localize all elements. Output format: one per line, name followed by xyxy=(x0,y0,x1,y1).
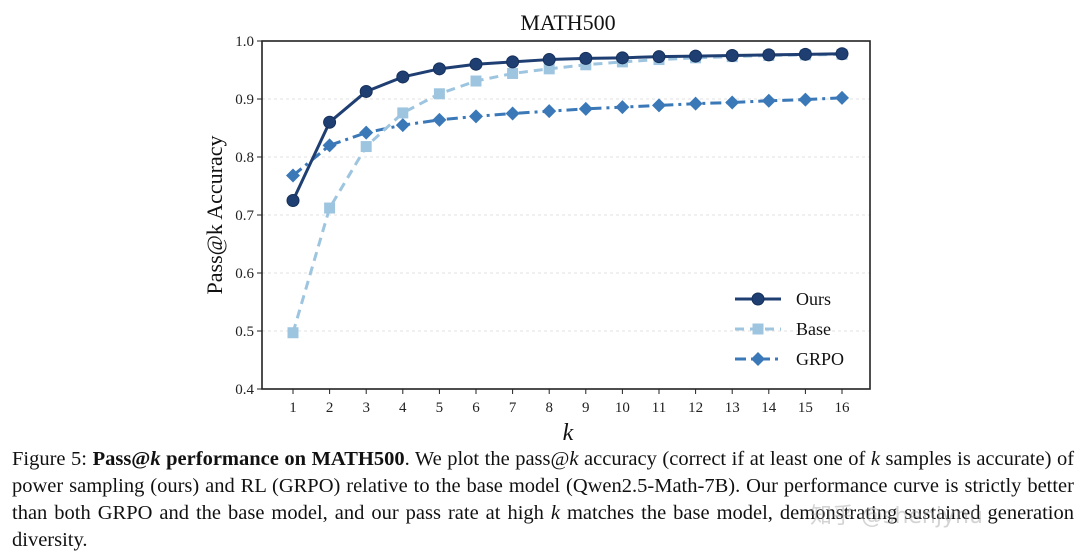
data-point-ours xyxy=(359,84,373,98)
caption-text-4: matches the base model, demonstrating su… xyxy=(12,502,1074,551)
x-axis-label: k xyxy=(563,420,574,445)
data-point-base xyxy=(287,327,299,339)
x-tick-label: 4 xyxy=(399,400,407,416)
x-tick-label: 14 xyxy=(761,400,777,416)
data-point-grpo xyxy=(542,104,557,119)
data-point-base xyxy=(433,88,445,100)
data-point-grpo xyxy=(615,100,630,115)
caption-bold-title: Pass@k performance on MATH500 xyxy=(93,448,405,470)
data-point-base xyxy=(397,107,409,119)
data-point-grpo xyxy=(469,109,483,124)
data-point-grpo xyxy=(652,98,666,113)
legend: Ours Base GRPO xyxy=(735,289,844,369)
data-point-grpo xyxy=(835,90,849,105)
y-tick-label: 0.9 xyxy=(235,92,254,108)
caption-title-k: k xyxy=(150,448,161,470)
legend-marker-ours xyxy=(751,292,765,306)
legend-label-ours: Ours xyxy=(796,289,831,309)
chart-title: MATH500 xyxy=(520,10,615,35)
data-point-base xyxy=(360,141,372,153)
series-ours xyxy=(286,47,849,207)
series-line-base xyxy=(291,52,843,334)
y-axis-ticks: 0.4 0.5 0.6 0.7 0.8 0.9 1.0 xyxy=(235,34,262,398)
data-point-base xyxy=(543,63,555,75)
data-point-ours xyxy=(798,47,812,61)
data-point-ours xyxy=(469,57,483,71)
data-point-grpo xyxy=(505,106,520,121)
caption-k-2: k xyxy=(870,448,881,470)
data-point-ours xyxy=(689,49,703,63)
data-point-grpo xyxy=(688,96,703,111)
data-point-ours xyxy=(286,194,300,207)
x-tick-label: 1 xyxy=(289,400,297,416)
data-point-base xyxy=(470,75,482,87)
x-tick-label: 9 xyxy=(582,400,590,416)
y-tick-label: 0.8 xyxy=(235,150,254,166)
gridlines xyxy=(262,98,870,332)
data-point-grpo xyxy=(761,93,776,108)
legend-label-base: Base xyxy=(796,319,831,339)
caption-k-1: k xyxy=(569,448,579,470)
x-tick-label: 2 xyxy=(326,400,334,416)
x-tick-label: 11 xyxy=(652,400,666,416)
data-point-ours xyxy=(506,55,520,69)
x-tick-label: 10 xyxy=(615,400,630,416)
data-point-grpo xyxy=(395,118,410,133)
data-point-grpo xyxy=(359,125,374,140)
x-tick-label: 3 xyxy=(362,400,370,416)
caption-text-1: . We plot the pass@ xyxy=(404,448,570,470)
x-axis-ticks: 1 2 3 4 5 6 7 8 9 10 11 12 13 14 15 16 xyxy=(289,389,850,416)
y-tick-label: 0.4 xyxy=(235,382,254,398)
data-point-ours xyxy=(579,51,593,65)
figure-caption: Figure 5: Pass@k performance on MATH500.… xyxy=(12,446,1074,554)
caption-text-2: accuracy (correct if at least one of xyxy=(578,448,871,470)
data-point-ours xyxy=(835,47,849,61)
data-point-ours xyxy=(432,62,446,76)
y-tick-label: 0.5 xyxy=(235,324,254,340)
data-point-grpo xyxy=(432,112,447,127)
figure-label: Figure 5: xyxy=(12,448,88,470)
x-tick-label: 8 xyxy=(545,400,553,416)
caption-title-post: performance on MATH500 xyxy=(160,448,405,470)
series-grpo xyxy=(286,90,849,183)
data-point-grpo xyxy=(322,138,337,153)
legend-label-grpo: GRPO xyxy=(796,349,844,369)
x-tick-label: 6 xyxy=(472,400,480,416)
caption-k-3: k xyxy=(550,502,560,524)
data-point-grpo xyxy=(798,92,813,107)
data-point-grpo xyxy=(286,168,300,183)
x-tick-label: 7 xyxy=(509,400,517,416)
data-point-ours xyxy=(323,115,337,129)
series-line-ours xyxy=(291,52,843,202)
y-tick-label: 0.7 xyxy=(235,208,254,224)
data-point-ours xyxy=(615,51,629,65)
y-axis-label: Pass@k Accuracy xyxy=(202,136,227,295)
data-point-grpo xyxy=(725,95,740,110)
x-tick-label: 16 xyxy=(835,400,851,416)
y-tick-label: 1.0 xyxy=(235,34,254,50)
caption-text-3: samples is accurate) of power sampling (… xyxy=(12,448,1075,524)
data-point-grpo xyxy=(578,101,593,116)
data-point-base xyxy=(324,202,336,214)
legend-marker-base xyxy=(752,323,764,335)
data-point-base xyxy=(507,67,519,79)
x-tick-label: 15 xyxy=(798,400,813,416)
x-tick-label: 5 xyxy=(436,400,444,416)
data-point-ours xyxy=(396,70,410,84)
data-point-ours xyxy=(762,48,776,62)
data-point-ours xyxy=(542,53,556,67)
data-point-ours xyxy=(652,50,666,64)
y-tick-label: 0.6 xyxy=(235,266,254,282)
caption-title-pre: Pass@ xyxy=(92,448,151,470)
x-tick-label: 13 xyxy=(725,400,740,416)
legend-marker-grpo xyxy=(751,352,765,366)
series-group xyxy=(286,47,849,339)
x-tick-label: 12 xyxy=(688,400,703,416)
data-point-ours xyxy=(725,49,739,62)
